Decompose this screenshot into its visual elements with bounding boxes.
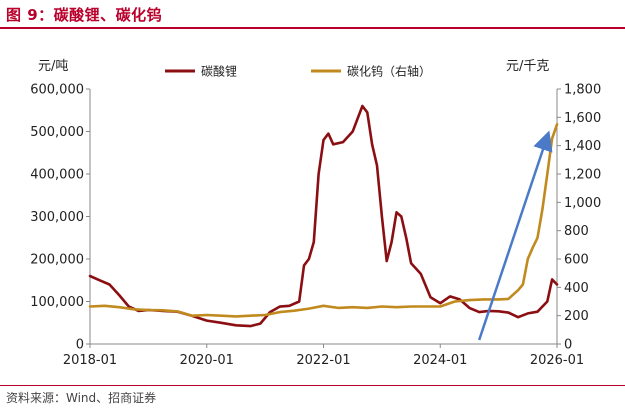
x-tick-label: 2024-01: [413, 353, 467, 368]
x-tick-label: 2018-01: [63, 353, 117, 368]
right-tick-label: 200: [564, 309, 589, 324]
source-note: 资料来源：Wind、招商证券: [6, 391, 157, 405]
legend-label: 碳化钨（右轴）: [347, 64, 431, 79]
legend-label: 碳酸锂: [201, 64, 237, 79]
axes: 0 100,000 200,000 300,000 400,000 500,000 600,…: [30, 83, 601, 369]
left-tick-label: 600,000: [30, 83, 84, 98]
left-axis-unit: 元/吨: [38, 59, 68, 74]
left-tick-label: 100,000: [30, 295, 84, 310]
annotations: [477, 130, 553, 341]
legend-item-tungsten-carbide: 碳化钨（右轴）: [311, 64, 431, 79]
series-line-lithium-carbonate: [88, 104, 559, 328]
legend: 碳酸锂 碳化钨（右轴）: [165, 64, 431, 79]
left-tick-label: 300,000: [30, 210, 84, 225]
figure-title: 图 9：碳酸锂、碳化钨: [6, 6, 163, 24]
right-tick-label: 800: [564, 224, 589, 239]
right-tick-label: 1,000: [564, 196, 601, 211]
right-tick-label: 400: [564, 281, 589, 296]
right-tick-label: 1,400: [564, 139, 601, 154]
title-divider: [0, 27, 625, 29]
right-axis-unit: 元/千克: [506, 59, 549, 74]
series-line-tungsten-carbide: [88, 123, 559, 318]
x-tick-label: 2026-01: [530, 353, 584, 368]
left-tick-label: 0: [76, 338, 84, 353]
right-tick-label: 600: [564, 253, 589, 268]
right-tick-label: 0: [564, 338, 572, 353]
x-tick-label: 2020-01: [180, 353, 234, 368]
right-tick-label: 1,800: [564, 83, 601, 98]
legend-item-lithium-carbonate: 碳酸锂: [165, 64, 237, 79]
footer-divider: [0, 385, 625, 386]
trend-arrow: [477, 130, 553, 341]
right-tick-label: 1,600: [564, 111, 601, 126]
x-tick-label: 2022-01: [296, 353, 350, 368]
series-lines: [88, 104, 559, 328]
left-tick-label: 500,000: [30, 125, 84, 140]
left-tick-label: 400,000: [30, 168, 84, 183]
left-tick-label: 200,000: [30, 253, 84, 268]
right-tick-label: 1,200: [564, 168, 601, 183]
